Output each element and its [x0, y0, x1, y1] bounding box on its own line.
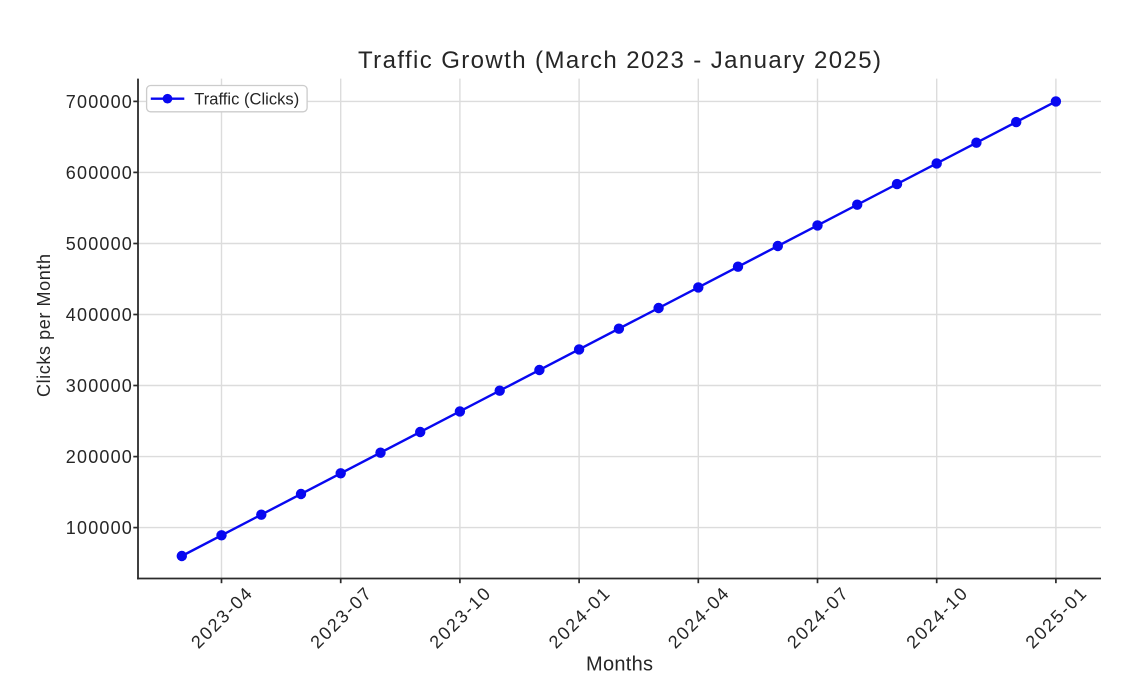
- svg-text:200000: 200000: [66, 447, 132, 467]
- svg-text:Months: Months: [586, 654, 653, 676]
- svg-text:Clicks per Month: Clicks per Month: [34, 254, 54, 397]
- svg-text:Traffic (Clicks): Traffic (Clicks): [194, 91, 299, 109]
- svg-text:100000: 100000: [66, 518, 132, 538]
- svg-text:300000: 300000: [66, 376, 132, 396]
- svg-text:700000: 700000: [66, 92, 132, 112]
- svg-text:500000: 500000: [66, 234, 132, 254]
- svg-text:400000: 400000: [66, 305, 132, 325]
- svg-text:Traffic Growth (March 2023 - J: Traffic Growth (March 2023 - January 202…: [358, 47, 881, 74]
- svg-text:600000: 600000: [66, 163, 132, 183]
